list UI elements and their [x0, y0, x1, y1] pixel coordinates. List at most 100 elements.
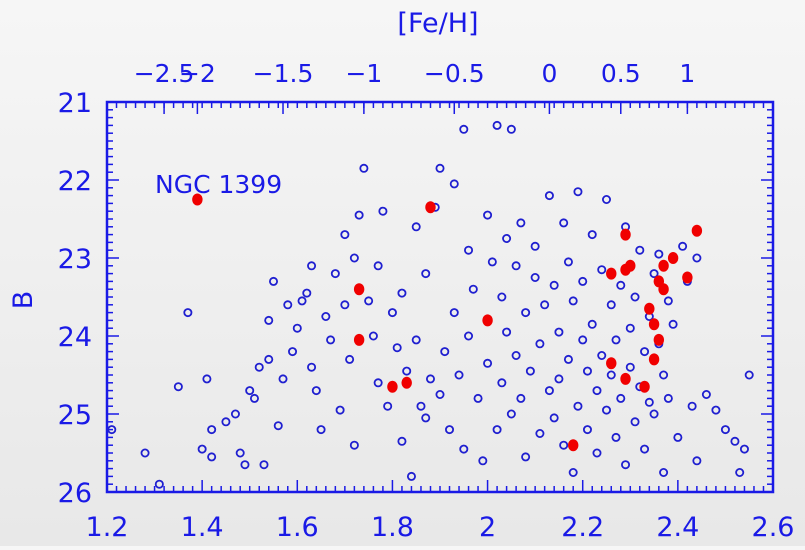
open-data-point	[406, 471, 416, 481]
open-data-point	[421, 413, 431, 423]
open-data-point	[245, 386, 255, 396]
open-data-point	[402, 366, 412, 376]
y-tick-label: 23	[58, 244, 92, 275]
filled-data-point	[620, 228, 631, 241]
open-data-point	[154, 479, 164, 489]
open-data-point	[349, 253, 359, 263]
open-data-point	[554, 374, 564, 384]
open-data-point	[606, 300, 616, 310]
open-data-point	[268, 276, 278, 286]
x-tick-label: 2.4	[656, 512, 699, 543]
open-data-point	[364, 296, 374, 306]
x-tick-label: 1.2	[86, 512, 129, 543]
open-data-point	[340, 300, 350, 310]
x-tick-label: 2.2	[561, 512, 604, 543]
filled-data-point	[192, 193, 203, 206]
filled-data-point	[401, 376, 412, 389]
open-data-point	[711, 405, 721, 415]
open-data-point	[497, 378, 507, 388]
open-data-point	[640, 347, 650, 357]
open-data-point	[621, 460, 631, 470]
open-data-point	[254, 362, 264, 372]
open-data-point	[473, 393, 483, 403]
open-data-point	[511, 261, 521, 271]
open-data-point	[687, 401, 697, 411]
open-data-point	[502, 233, 512, 243]
open-data-point	[383, 401, 393, 411]
open-data-point	[563, 354, 573, 364]
open-data-point	[592, 386, 602, 396]
open-data-point	[240, 460, 250, 470]
open-data-point	[468, 284, 478, 294]
open-data-point	[207, 452, 217, 462]
open-data-point	[630, 292, 640, 302]
open-data-point	[720, 425, 730, 435]
open-data-point	[397, 436, 407, 446]
open-data-point	[221, 417, 231, 427]
open-data-point	[649, 269, 659, 279]
open-data-point	[259, 460, 269, 470]
open-data-point	[530, 272, 540, 282]
open-data-point	[316, 425, 326, 435]
open-data-point	[202, 374, 212, 384]
open-data-point	[440, 347, 450, 357]
open-data-point	[411, 222, 421, 232]
open-data-point	[311, 386, 321, 396]
open-data-point	[368, 331, 378, 341]
open-data-point	[464, 245, 474, 255]
filled-data-point	[691, 224, 703, 237]
open-data-point	[392, 343, 402, 353]
open-data-point	[378, 206, 388, 216]
open-data-point	[302, 288, 312, 298]
open-data-point	[644, 397, 654, 407]
open-data-point	[678, 241, 688, 251]
open-data-point	[559, 440, 569, 450]
filled-data-point	[658, 259, 669, 272]
x-tick-label: 2.6	[752, 512, 795, 543]
y-tick-label: 21	[58, 88, 92, 119]
open-data-point	[230, 409, 240, 419]
open-data-point	[563, 257, 573, 267]
open-data-point	[497, 292, 507, 302]
open-data-point	[606, 370, 616, 380]
open-data-point	[692, 456, 702, 466]
open-data-point	[611, 335, 621, 345]
filled-data-point	[639, 380, 650, 393]
open-data-point	[421, 269, 431, 279]
y-tick-label: 25	[58, 400, 92, 431]
open-data-point	[107, 425, 117, 435]
open-data-point	[349, 440, 359, 450]
open-data-point	[668, 319, 678, 329]
open-data-point	[701, 389, 711, 399]
open-data-point	[416, 401, 426, 411]
open-data-point	[568, 467, 578, 477]
filled-data-point	[606, 357, 617, 370]
open-data-point	[554, 327, 564, 337]
open-data-point	[307, 362, 317, 372]
y-tick-label: 22	[58, 166, 92, 197]
open-data-point	[249, 393, 259, 403]
top-tick-label: −2	[179, 59, 216, 88]
open-data-point	[549, 280, 559, 290]
open-data-point	[578, 335, 588, 345]
open-data-point	[559, 218, 569, 228]
open-data-point	[535, 428, 545, 438]
open-data-point	[744, 370, 754, 380]
open-data-point	[635, 245, 645, 255]
open-data-point	[264, 315, 274, 325]
filled-data-point	[648, 318, 660, 331]
open-data-point	[592, 448, 602, 458]
filled-data-point	[568, 439, 579, 452]
open-data-point	[140, 448, 150, 458]
open-data-point	[654, 249, 664, 259]
open-data-point	[326, 335, 336, 345]
open-data-point	[544, 386, 554, 396]
top-tick-label: −1	[345, 59, 382, 88]
annotation-label: NGC 1399	[155, 170, 282, 199]
open-data-point	[616, 280, 626, 290]
open-data-point	[587, 230, 597, 240]
filled-data-point	[606, 267, 617, 280]
filled-data-point	[425, 201, 436, 214]
